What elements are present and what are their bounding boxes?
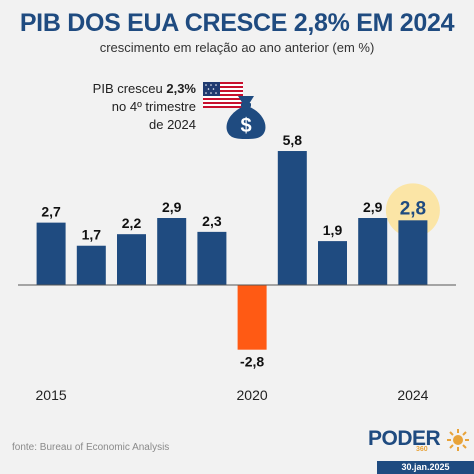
value-label-2016: 1,7 <box>82 227 102 243</box>
bar-2024 <box>398 220 428 285</box>
bar-2017 <box>117 234 146 285</box>
annotation-line1: PIB cresceu <box>92 81 167 96</box>
bar-2022 <box>318 241 347 285</box>
page-subtitle: crescimento em relação ao ano anterior (… <box>99 40 375 55</box>
bar-2021 <box>277 151 307 285</box>
page-title: PIB DOS EUA CRESCE 2,8% EM 2024 <box>19 9 455 37</box>
value-label-2020: -2,8 <box>240 354 264 370</box>
bar-2015 <box>36 222 66 285</box>
value-label-2015: 2,7 <box>41 204 61 220</box>
money-bag-icon: $ <box>226 96 266 139</box>
value-label-2024: 2,8 <box>400 198 426 219</box>
brand-logo: PODER <box>368 427 441 450</box>
bar-2016 <box>76 245 106 285</box>
annotation-note: PIB cresceu 2,3% no 4º trimestre de 2024 <box>93 80 196 134</box>
value-label-2017: 2,2 <box>122 215 142 231</box>
x-tick-2024: 2024 <box>397 387 428 403</box>
brand-logo-sub: 360 <box>416 446 428 453</box>
bar-chart: 2,7 1,7 2,2 2,9 2,3 -2,8 5,8 1,9 2,9 2,8 2015 2020… <box>18 132 456 403</box>
sun-logo-icon <box>447 429 469 451</box>
annotation-line3: de 2024 <box>149 117 196 132</box>
value-label-2019: 2,3 <box>202 213 222 229</box>
x-tick-2015: 2015 <box>36 387 67 403</box>
us-flag-icon <box>203 82 243 108</box>
annotation-line2: no 4º trimestre <box>111 99 196 114</box>
value-label-2021: 5,8 <box>283 132 303 148</box>
annotation-value: 2,3% <box>166 81 196 96</box>
publish-date: 30.jan.2025 <box>377 461 474 474</box>
bar-2023 <box>358 218 388 285</box>
value-label-2018: 2,9 <box>162 199 182 215</box>
x-tick-2020: 2020 <box>237 387 268 403</box>
bar-2018 <box>157 218 187 285</box>
bar-2020 <box>237 285 267 350</box>
value-label-2023: 2,9 <box>363 199 383 215</box>
source-note: fonte: Bureau of Economic Analysis <box>12 442 170 453</box>
bar-2019 <box>197 231 227 285</box>
value-label-2022: 1,9 <box>323 222 343 238</box>
svg-text:$: $ <box>240 115 251 137</box>
